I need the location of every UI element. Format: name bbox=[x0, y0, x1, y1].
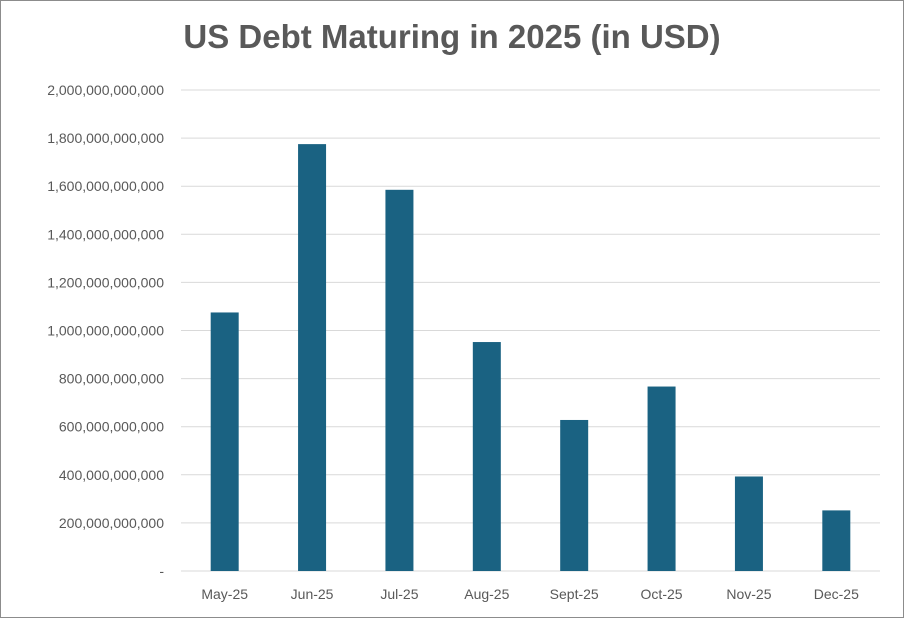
y-tick-label: 1,000,000,000,000 bbox=[47, 323, 164, 339]
x-tick-label: May-25 bbox=[201, 586, 248, 602]
y-tick-label: 2,000,000,000,000 bbox=[47, 82, 164, 98]
y-axis-ticks: - 200,000,000,000 400,000,000,000 600,000,0… bbox=[47, 82, 164, 579]
bar-nov-25 bbox=[734, 476, 763, 571]
x-tick-label: Oct-25 bbox=[641, 586, 683, 602]
y-tick-label: 600,000,000,000 bbox=[59, 419, 164, 435]
bar-dec-25 bbox=[822, 510, 851, 571]
y-tick-label: 200,000,000,000 bbox=[59, 515, 164, 531]
x-tick-label: Jul-25 bbox=[380, 586, 418, 602]
bar-oct-25 bbox=[647, 386, 676, 571]
bars bbox=[210, 144, 851, 572]
x-tick-label: Nov-25 bbox=[726, 586, 771, 602]
bar-aug-25 bbox=[472, 342, 501, 571]
x-tick-label: Dec-25 bbox=[814, 586, 859, 602]
bar-jun-25 bbox=[298, 144, 327, 572]
y-tick-label: 1,200,000,000,000 bbox=[47, 274, 164, 290]
bar-jul-25 bbox=[385, 189, 414, 571]
y-tick-label: 1,400,000,000,000 bbox=[47, 226, 164, 242]
x-tick-label: Aug-25 bbox=[464, 586, 509, 602]
y-tick-label: 400,000,000,000 bbox=[59, 467, 164, 483]
x-tick-label: Jun-25 bbox=[291, 586, 334, 602]
gridlines bbox=[181, 89, 880, 572]
y-tick-label: 1,600,000,000,000 bbox=[47, 178, 164, 194]
y-tick-label: 1,800,000,000,000 bbox=[47, 130, 164, 146]
y-tick-label: - bbox=[159, 563, 164, 579]
x-axis-ticks: May-25 Jun-25 Jul-25 Aug-25 Sept-25 Oct-25 Nov… bbox=[201, 586, 859, 602]
bar-may-25 bbox=[210, 312, 239, 571]
chart-title: US Debt Maturing in 2025 (in USD) bbox=[183, 18, 721, 55]
y-tick-label: 800,000,000,000 bbox=[59, 371, 164, 387]
bar-sept-25 bbox=[560, 419, 589, 571]
x-tick-label: Sept-25 bbox=[550, 586, 599, 602]
